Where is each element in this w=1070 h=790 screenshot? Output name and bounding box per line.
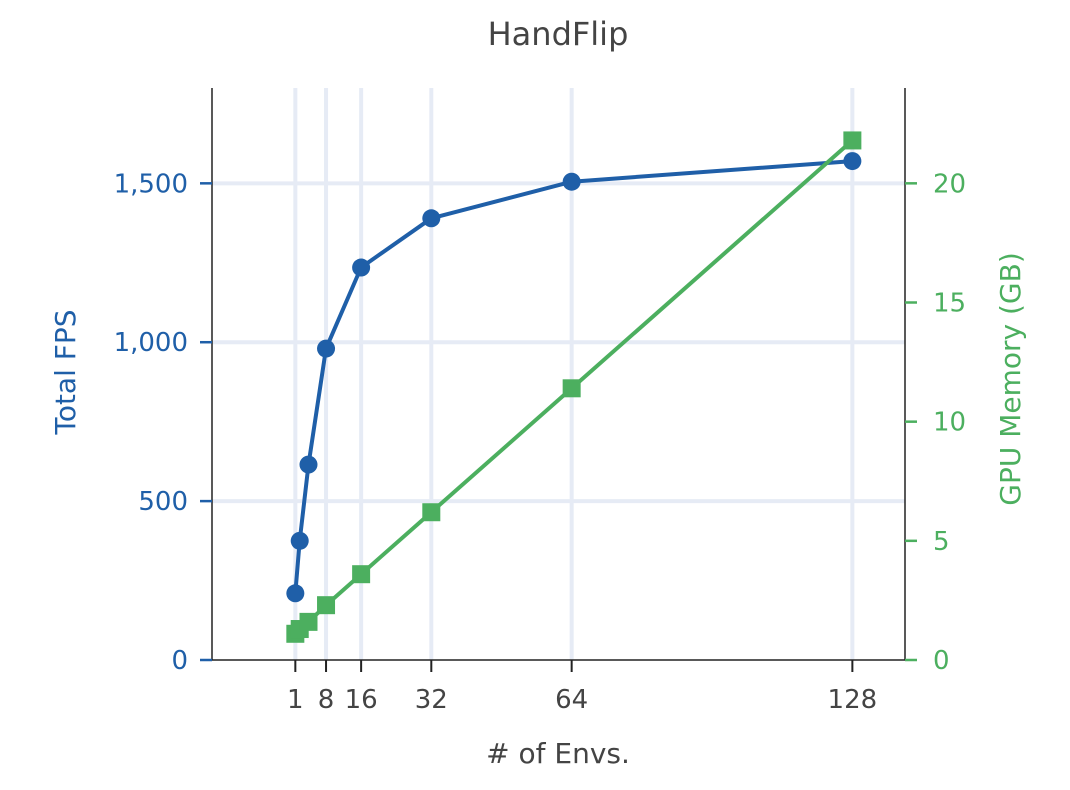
x-tick-label: 16 — [345, 685, 378, 715]
x-tick-label: 1 — [287, 685, 304, 715]
memory-point — [843, 131, 862, 150]
fps-point — [422, 209, 441, 228]
y-right-tick-label: 0 — [933, 646, 950, 676]
y-right-tick-label: 15 — [933, 289, 966, 319]
fps-point — [843, 152, 862, 171]
memory-point — [317, 596, 336, 615]
y-right-tick-label: 5 — [933, 527, 950, 557]
fps-point — [286, 584, 305, 603]
memory-point — [422, 503, 441, 522]
memory-point — [352, 565, 371, 584]
tick-labels: 1 8 16 32 64 128 0 500 1,000 1,500 0 5 10 15 20 — [114, 169, 967, 715]
fps-point — [562, 172, 581, 191]
fps-point — [290, 531, 309, 550]
chart-title: HandFlip — [488, 15, 629, 53]
y-left-tick-label: 500 — [138, 487, 188, 517]
x-tick-label: 128 — [828, 685, 878, 715]
fps-point — [299, 455, 318, 474]
y-right-tick-label: 10 — [933, 408, 966, 438]
memory-point — [562, 379, 581, 398]
fps-point — [317, 339, 336, 358]
memory-point — [299, 612, 318, 631]
y-axis-left-label: Total FPS — [49, 309, 82, 435]
fps-series-line — [293, 159, 853, 594]
x-tick-label: 64 — [555, 685, 588, 715]
y-right-tick-label: 20 — [933, 169, 966, 199]
x-axis-label: # of Envs. — [486, 737, 630, 770]
y-left-tick-label: 1,500 — [114, 169, 188, 199]
axes — [200, 88, 917, 672]
x-tick-label: 8 — [318, 685, 335, 715]
y-left-tick-label: 1,000 — [114, 328, 188, 358]
y-axis-right-label: GPU Memory (GB) — [994, 252, 1027, 506]
fps-point — [352, 258, 371, 277]
y-left-tick-label: 0 — [171, 646, 188, 676]
series — [286, 131, 862, 643]
x-tick-label: 32 — [415, 685, 448, 715]
grid-lines — [212, 88, 905, 660]
